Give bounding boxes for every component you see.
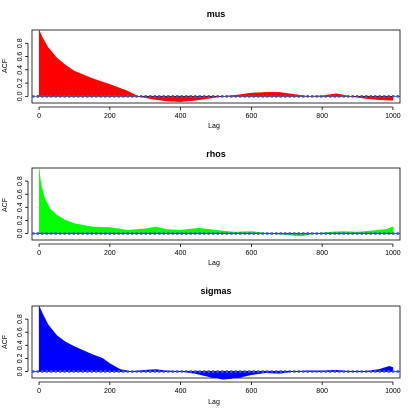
- y-tick-label: 0.6: [17, 52, 24, 62]
- y-tick-label: 0.4: [17, 202, 24, 212]
- y-axis: 0.0 0.2 0.4 0.6 0.8: [17, 314, 29, 376]
- x-tick-label: 600: [246, 388, 258, 395]
- x-axis-label: Lag: [208, 123, 220, 130]
- x-axis-label: Lag: [208, 399, 220, 406]
- y-tick-label: 0.0: [17, 228, 24, 238]
- x-tick-label: 400: [175, 250, 187, 257]
- x-tick-label: 1000: [385, 388, 401, 395]
- acf-area-series-0: [38, 305, 394, 380]
- x-tick-label: 1000: [385, 250, 401, 257]
- x-tick-label: 800: [316, 388, 328, 395]
- plot-area-frame: [31, 29, 401, 104]
- y-tick-label: 0.8: [17, 314, 24, 324]
- x-tick-label: 1000: [385, 113, 401, 120]
- y-tick-label: 0.2: [17, 215, 24, 225]
- acf-marks: [32, 29, 400, 102]
- x-tick-label: 0: [37, 250, 41, 257]
- plot-area-frame: [31, 167, 401, 241]
- x-tick-label: 0: [37, 388, 41, 395]
- panel-title: mus: [207, 9, 226, 19]
- x-tick-label: 800: [316, 113, 328, 120]
- y-tick-label: 0.8: [17, 38, 24, 48]
- x-tick-label: 200: [104, 113, 116, 120]
- x-tick-label: 800: [316, 250, 328, 257]
- x-tick-label: 200: [104, 250, 116, 257]
- acf-marks: [32, 167, 400, 237]
- y-axis-label: ACF: [2, 59, 9, 73]
- x-axis: 0 200 400 600 800 1000: [37, 381, 401, 395]
- y-tick-label: 0.6: [17, 189, 24, 199]
- x-tick-label: 200: [104, 388, 116, 395]
- y-tick-label: 0.2: [17, 78, 24, 88]
- y-tick-label: 0.8: [17, 176, 24, 186]
- panel-title: sigmas: [200, 286, 231, 296]
- y-axis-label: ACF: [2, 198, 9, 212]
- y-axis: 0.0 0.2 0.4 0.6 0.8: [17, 176, 29, 238]
- acf-marks: [32, 305, 400, 380]
- panel-title: rhos: [206, 149, 226, 159]
- acf-area-series-0: [38, 167, 394, 237]
- acf-panel-sigmas: sigmas ACF Lag 0 200 400 600 800 1000 0.00.20…: [2, 286, 401, 406]
- x-tick-label: 400: [175, 388, 187, 395]
- x-tick-label: 400: [175, 113, 187, 120]
- y-tick-label: 0.2: [17, 353, 24, 363]
- y-tick-label: 0.4: [17, 340, 24, 350]
- x-tick-label: 600: [246, 113, 258, 120]
- x-tick-label: 600: [246, 250, 258, 257]
- y-tick-label: 0.0: [17, 91, 24, 101]
- y-tick-label: 0.0: [17, 366, 24, 376]
- acf-panel-rhos: rhos ACF Lag 0 200 400 600 800 1000 0.0 0.2 0.4…: [2, 149, 401, 267]
- x-axis: 0 200 400 600 800 1000: [37, 106, 401, 120]
- y-tick-label: 0.4: [17, 65, 24, 75]
- acf-area-series-0: [38, 29, 394, 102]
- acf-panel-mus: mus ACF Lag 0 200 400 600 800 1000 0.00.20.40…: [2, 9, 401, 130]
- y-axis: 0.0 0.2 0.4 0.6 0.8: [17, 38, 29, 101]
- x-axis: 0 200 400 600 800 1000: [37, 243, 401, 257]
- x-tick-label: 0: [37, 113, 41, 120]
- x-axis-label: Lag: [208, 260, 220, 267]
- y-axis-label: ACF: [2, 335, 9, 349]
- y-tick-label: 0.6: [17, 327, 24, 337]
